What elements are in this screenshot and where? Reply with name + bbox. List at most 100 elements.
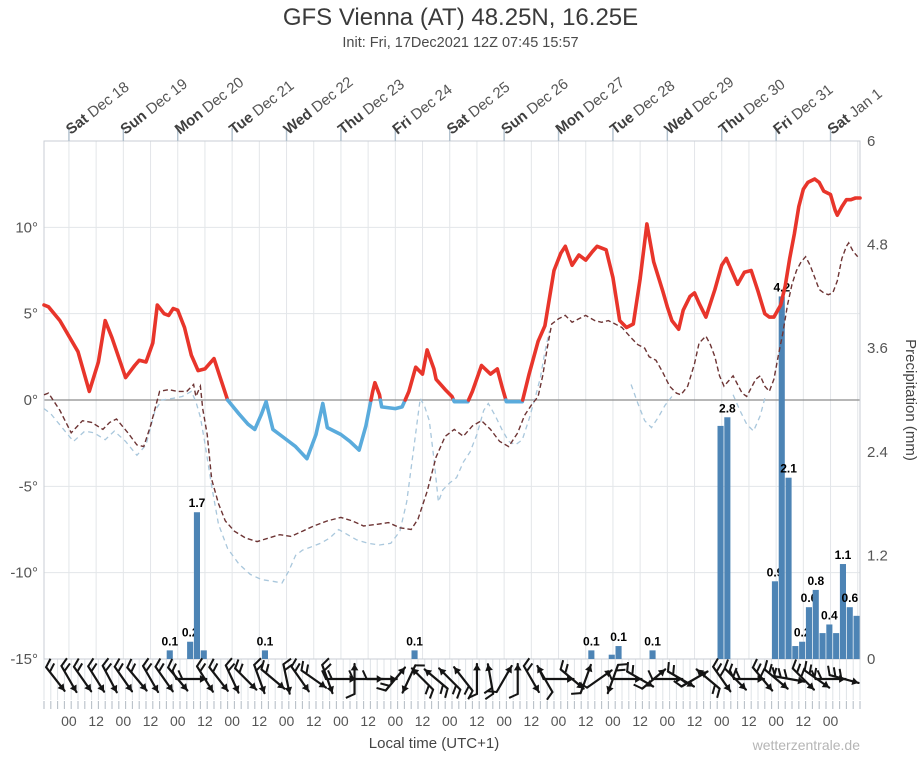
wind-barb-part bbox=[765, 683, 773, 691]
hour-label-00: 00 bbox=[551, 713, 567, 729]
wind-barb-icon bbox=[141, 657, 160, 694]
precip-tick-label: 6 bbox=[867, 133, 875, 150]
wind-barb-icon bbox=[72, 658, 93, 693]
wind-barb-icon bbox=[467, 662, 481, 699]
wind-barb-part bbox=[827, 665, 831, 676]
wind-barb-part bbox=[326, 685, 334, 694]
wind-barb-icon bbox=[487, 664, 513, 694]
wind-barb-part bbox=[546, 691, 554, 701]
wind-barb-part bbox=[301, 683, 309, 692]
wind-barb-icon bbox=[376, 666, 407, 692]
wind-barb-part bbox=[439, 684, 444, 695]
temperature-line bbox=[504, 398, 525, 404]
wind-barb-part bbox=[265, 663, 270, 674]
hour-label-00: 00 bbox=[823, 713, 839, 729]
hour-label-12: 12 bbox=[469, 713, 485, 729]
wind-barb-icon bbox=[438, 667, 462, 699]
wind-barb-part bbox=[821, 680, 830, 688]
wind-barb-part bbox=[604, 670, 612, 678]
wind-barb-part bbox=[763, 659, 769, 670]
hour-label-12: 12 bbox=[197, 713, 213, 729]
wind-barb-part bbox=[796, 663, 802, 673]
precip-bar-label: 0.6 bbox=[841, 591, 858, 605]
wind-barb-part bbox=[290, 658, 298, 668]
wind-barb-icon bbox=[260, 659, 286, 690]
wind-barb-part bbox=[696, 669, 705, 677]
wind-barb-part bbox=[401, 685, 409, 693]
wind-barb-part bbox=[277, 681, 285, 689]
wind-barb-part bbox=[345, 693, 355, 699]
precip-bar bbox=[785, 477, 792, 659]
wind-barb-part bbox=[253, 657, 262, 666]
precip-bar bbox=[819, 633, 826, 659]
hour-label-00: 00 bbox=[768, 713, 784, 729]
wind-barb-icon bbox=[508, 662, 522, 699]
precip-bar bbox=[200, 650, 207, 659]
precip-bar bbox=[771, 581, 778, 659]
precip-bar-label: 1.1 bbox=[835, 548, 852, 562]
wind-barb-part bbox=[232, 685, 240, 693]
wind-barb-icon bbox=[578, 669, 613, 689]
precip-bar bbox=[615, 646, 622, 659]
wind-barb-part bbox=[126, 658, 133, 668]
precip-bar-label: 0.1 bbox=[583, 634, 600, 648]
temperature-line bbox=[42, 303, 230, 402]
precip-bar bbox=[193, 512, 200, 659]
wind-barb-part bbox=[738, 682, 746, 690]
wind-barb-icon bbox=[171, 669, 208, 683]
wind-barb-part bbox=[380, 682, 390, 687]
wind-barb-part bbox=[117, 662, 124, 673]
precip-bar bbox=[608, 654, 615, 659]
wind-barb-icon bbox=[101, 657, 118, 694]
wind-barb-part bbox=[73, 658, 80, 668]
wind-barb-part bbox=[154, 658, 162, 668]
wind-barb-icon bbox=[126, 658, 148, 692]
wind-barb-part bbox=[361, 669, 368, 680]
wind-barb-part bbox=[390, 675, 397, 683]
wind-barb-icon bbox=[290, 658, 310, 693]
temp-tick-label: 10° bbox=[15, 219, 38, 236]
hour-label-12: 12 bbox=[360, 713, 376, 729]
hour-label-12: 12 bbox=[524, 713, 540, 729]
wind-barb-part bbox=[626, 661, 630, 672]
wind-barb-part bbox=[467, 693, 478, 699]
hour-label-12: 12 bbox=[415, 713, 431, 729]
temp-tick-label: -5° bbox=[19, 478, 38, 495]
wind-barb-part bbox=[631, 664, 635, 675]
wind-barb-part bbox=[397, 667, 405, 675]
precip-bar-label: 0.4 bbox=[821, 608, 838, 622]
wind-barb-part bbox=[716, 688, 721, 699]
precip-bar bbox=[187, 641, 194, 659]
wind-barb-part bbox=[797, 676, 805, 685]
plot-border bbox=[43, 140, 861, 660]
wind-barb-part bbox=[104, 662, 113, 672]
wind-barb-part bbox=[606, 685, 614, 694]
wind-barb-part bbox=[508, 693, 519, 699]
precip-bar bbox=[649, 650, 656, 659]
wind-barb-part bbox=[199, 662, 207, 672]
wind-barb-part bbox=[196, 657, 204, 667]
wind-barb-part bbox=[751, 658, 758, 668]
wind-barb-part bbox=[318, 680, 327, 688]
precip-bar-label: 2.1 bbox=[780, 462, 797, 476]
wind-barb-part bbox=[45, 658, 52, 668]
wind-barb-part bbox=[199, 675, 207, 683]
wind-barb-part bbox=[151, 684, 159, 692]
wind-barb-part bbox=[451, 685, 458, 695]
wind-barb-part bbox=[571, 692, 581, 695]
wind-barb-part bbox=[686, 679, 694, 687]
wind-barb-part bbox=[63, 662, 71, 672]
wind-barb-icon bbox=[195, 657, 214, 693]
hour-label-12: 12 bbox=[578, 713, 594, 729]
chart-title: GFS Vienna (AT) 48.25N, 16.25E bbox=[282, 4, 639, 31]
wind-barb-part bbox=[139, 683, 147, 691]
wind-barb-icon bbox=[571, 663, 593, 695]
wind-barb-part bbox=[87, 657, 95, 667]
wind-barb-part bbox=[723, 683, 731, 692]
wind-barb-part bbox=[69, 684, 77, 692]
wind-barb-icon bbox=[522, 657, 540, 694]
wind-barb-part bbox=[305, 664, 310, 675]
wind-barb-part bbox=[523, 657, 531, 667]
wind-barb-part bbox=[130, 663, 137, 673]
